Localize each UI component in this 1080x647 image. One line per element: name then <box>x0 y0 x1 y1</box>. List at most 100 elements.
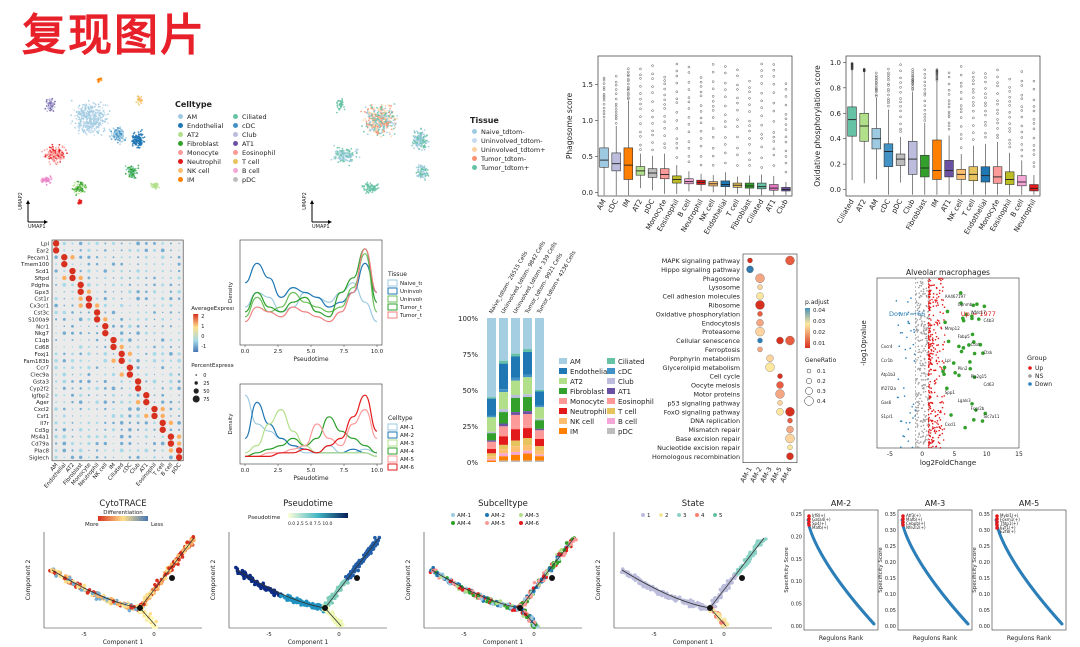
dotplot-dot <box>87 352 91 356</box>
volcano-point-ns <box>923 428 926 430</box>
phagosome-outlier <box>675 119 679 122</box>
volcano-point-up <box>928 385 930 388</box>
trajectory-legend-right: Less <box>151 522 163 528</box>
volcano-point-ns <box>921 281 924 283</box>
dotplot-dot <box>177 269 181 273</box>
umap-point <box>120 135 123 138</box>
phagosome-outlier <box>675 156 679 159</box>
volcano-point-ns <box>926 289 928 292</box>
dotplot-gene-label: Cd3g <box>35 428 49 434</box>
legend-label: Uninvolved_tdtom- <box>481 136 543 145</box>
volcano-point-ns <box>922 379 924 381</box>
umap-point <box>55 158 58 161</box>
legend-label: Club <box>242 130 257 139</box>
volcano-point-ns <box>918 310 921 313</box>
dotplot-dot <box>102 329 109 337</box>
umap-point <box>341 98 344 100</box>
volcano-point-up <box>928 278 931 281</box>
volcano-point-up <box>936 319 939 321</box>
umap-point <box>383 123 386 125</box>
stacked-segment <box>511 429 520 441</box>
stacked-segment <box>487 459 496 461</box>
dotplot-celltype-label: cDC <box>122 462 134 474</box>
dotplot-gene-label: Ncr1 <box>36 324 49 330</box>
trajectory-xtick-label: 0 <box>337 632 341 638</box>
phagosome-outlier <box>772 101 776 105</box>
oxphos-outlier <box>959 146 963 149</box>
dotplot-gene-label: Cst1r <box>34 297 49 303</box>
volcano-point-ns <box>917 307 919 310</box>
oxphos-outlier <box>862 68 866 71</box>
volcano-point-ns <box>920 359 922 362</box>
volcano-ylabel: -log10pvalue <box>860 320 868 366</box>
umap-point <box>97 130 100 132</box>
umap-point <box>370 126 373 128</box>
dotplot-dot <box>55 277 57 279</box>
phagosome-outlier <box>687 160 691 163</box>
volcano-point-ns <box>920 351 923 354</box>
stacked-segment <box>511 377 520 381</box>
umap-point <box>386 121 389 124</box>
umap-point <box>52 145 54 148</box>
oxphos-outlier <box>850 66 854 69</box>
volcano-point-up <box>938 360 940 363</box>
dotplot-size-dot <box>194 381 198 385</box>
volcano-point-labeled <box>972 351 977 356</box>
volcano-point-ns <box>927 315 930 318</box>
density2-xtick-label: 0.0 <box>241 468 250 474</box>
umap-point <box>83 129 86 132</box>
oxphos-outlier <box>923 116 927 119</box>
umap-point <box>84 107 87 110</box>
phagosome-outlier <box>736 164 739 167</box>
phagosome-outlier <box>748 151 751 155</box>
volcano-point-ns <box>918 304 921 307</box>
phagosome-outlier <box>711 154 715 158</box>
umap-point <box>107 122 109 124</box>
phagosome-outlier <box>772 75 776 78</box>
volcano-point-up <box>934 421 936 423</box>
umap-point <box>52 147 55 150</box>
umap-point <box>136 95 139 97</box>
dotplot-dot <box>54 352 58 356</box>
volcano-point-ns <box>919 294 922 297</box>
density2-curve <box>245 394 378 457</box>
volcano-point-ns <box>922 424 925 427</box>
oxphos-outlier <box>875 74 878 77</box>
dotplot-dot <box>71 366 74 370</box>
dotplot-dot <box>87 421 91 425</box>
umap-point <box>417 171 420 173</box>
legend-dot <box>472 129 477 134</box>
dotplot-dot <box>161 387 164 390</box>
phagosome-ylabel: Phagosome score <box>565 93 574 160</box>
dotplot-dot <box>112 304 115 307</box>
umap-point <box>133 140 136 143</box>
volcano-point-ns <box>923 388 925 390</box>
kegg-pathway-label: DNA replication <box>690 417 740 425</box>
oxphos-outlier <box>887 67 890 71</box>
volcano-point-ns <box>922 288 925 291</box>
umap-point <box>103 129 106 132</box>
dotplot-gene-label: Sftpd <box>35 276 49 282</box>
volcano-point-up <box>940 425 943 427</box>
oxphos-box <box>908 140 918 175</box>
volcano-point-up <box>931 441 934 444</box>
umap-point <box>49 154 52 156</box>
phagosome-outlier <box>736 125 739 128</box>
umap-point <box>376 106 378 109</box>
stacked-segment <box>499 433 508 437</box>
umap-point <box>138 104 140 106</box>
kegg-dot <box>785 407 795 417</box>
phagosome-box <box>720 180 730 187</box>
umap-point <box>77 132 80 135</box>
volcano-point-down <box>899 332 902 334</box>
volcano-point-down <box>912 417 914 419</box>
oxphos-outlier <box>923 113 927 116</box>
volcano-point-up <box>932 284 934 287</box>
oxphos-ytick-label: 0.4 <box>830 135 842 143</box>
umap-point <box>103 120 106 123</box>
dotplot-dot <box>136 324 140 328</box>
phagosome-outlier <box>687 88 691 91</box>
phagosome-outlier <box>639 130 642 134</box>
umap-point <box>370 184 373 187</box>
phagosome-outlier <box>651 77 654 80</box>
